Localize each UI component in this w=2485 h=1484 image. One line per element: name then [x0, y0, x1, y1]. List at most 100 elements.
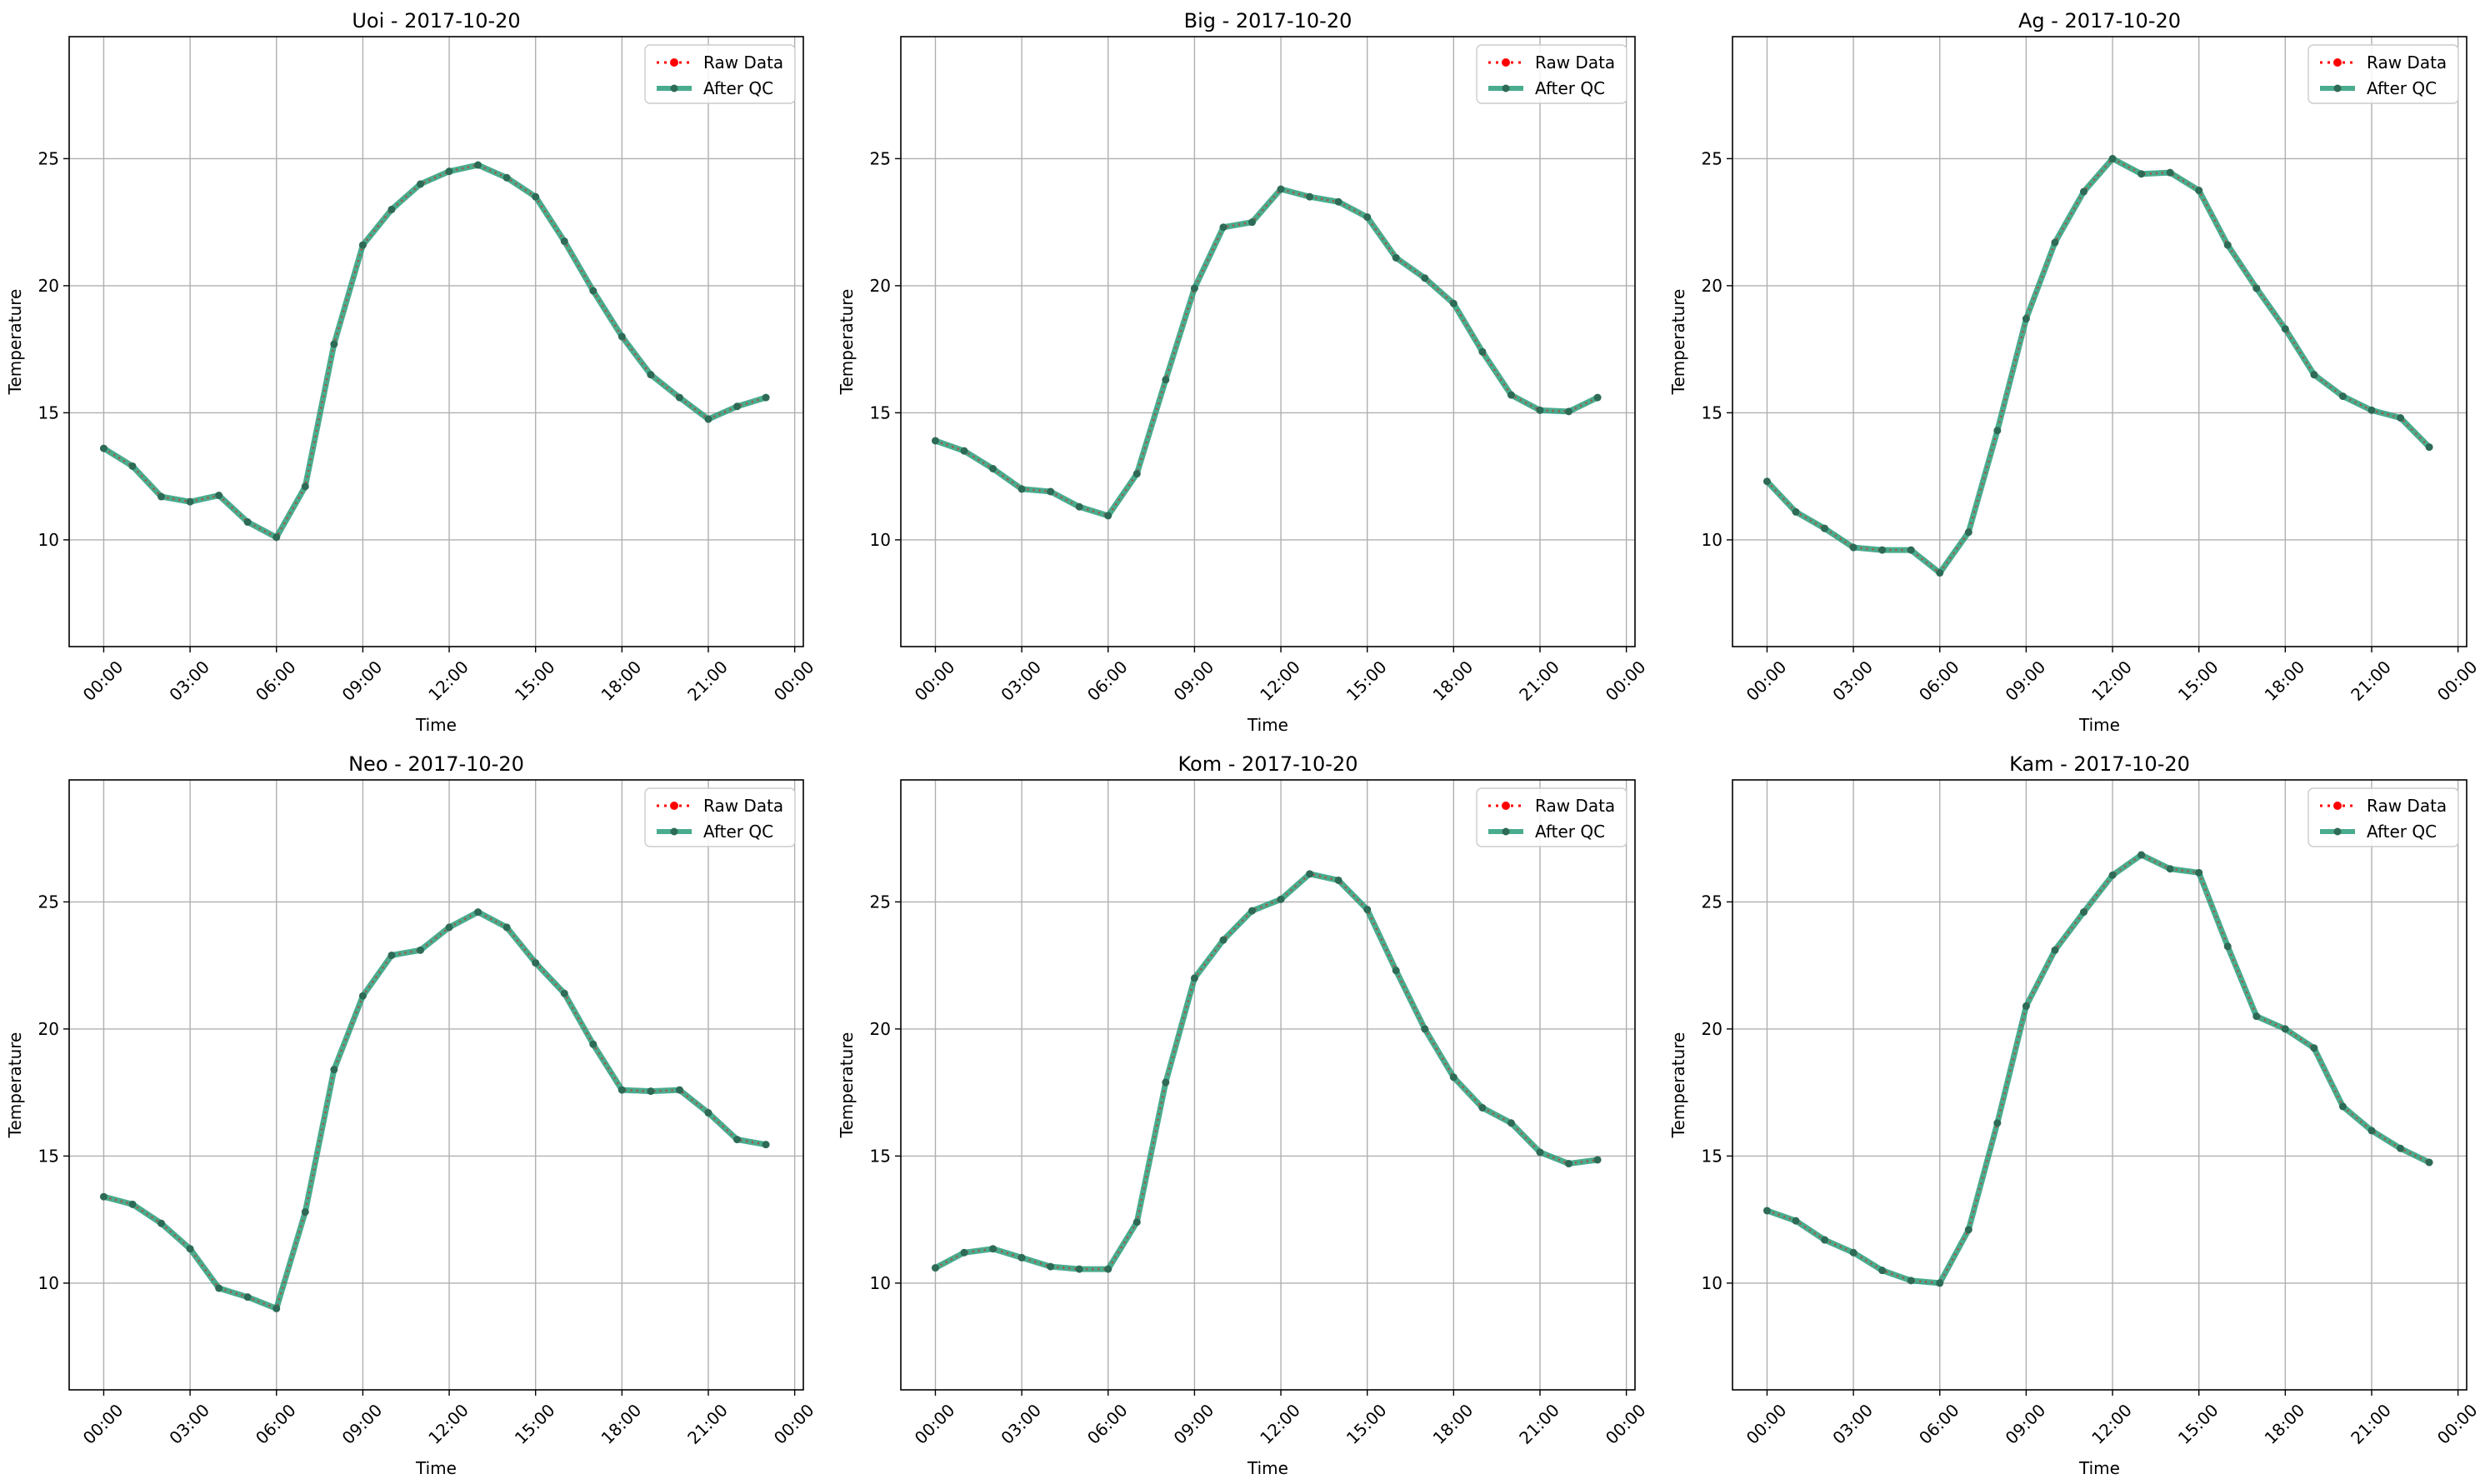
- legend: Raw Data After QC: [644, 787, 796, 847]
- data-point: [1219, 936, 1228, 944]
- x-tick-label: 00:00: [1602, 657, 1650, 705]
- data-point: [416, 946, 424, 954]
- data-point: [330, 1066, 338, 1074]
- chart-title: Neo - 2017-10-20: [348, 752, 524, 776]
- data-point: [1821, 524, 1829, 532]
- data-point: [1047, 487, 1055, 496]
- data-point: [1878, 546, 1887, 554]
- legend-qc-label: After QC: [2367, 78, 2437, 98]
- data-point: [1507, 391, 1515, 399]
- data-point: [2281, 325, 2289, 333]
- data-point: [2079, 908, 2088, 917]
- data-point: [2425, 443, 2433, 452]
- data-point: [2022, 1002, 2030, 1010]
- data-point: [1421, 1025, 1429, 1033]
- data-point: [445, 167, 453, 176]
- data-point: [243, 518, 252, 527]
- data-point: [989, 1245, 998, 1253]
- y-tick-label: 10: [870, 530, 891, 550]
- y-tick-label: 15: [870, 402, 891, 422]
- data-point: [1392, 967, 1400, 975]
- data-point: [502, 923, 511, 932]
- data-point: [1507, 1119, 1515, 1127]
- data-point: [675, 1086, 683, 1094]
- y-tick-label: 20: [1702, 1019, 1722, 1039]
- x-axis-label: Time: [2078, 1458, 2120, 1478]
- data-point: [1849, 1248, 1858, 1257]
- data-point: [2051, 946, 2059, 954]
- x-tick-label: 06:00: [1083, 1400, 1132, 1448]
- legend: Raw Data After QC: [2308, 787, 2459, 847]
- data-point: [2368, 406, 2376, 414]
- data-point: [1248, 907, 1256, 915]
- y-tick-label: 20: [38, 1019, 59, 1039]
- data-point: [1018, 485, 1026, 493]
- data-point: [272, 1304, 281, 1312]
- y-tick-label: 20: [38, 276, 59, 296]
- y-tick-label: 10: [38, 1273, 59, 1293]
- y-tick-label: 25: [1702, 892, 1722, 912]
- y-tick-label: 25: [38, 892, 59, 912]
- data-point: [2108, 871, 2117, 879]
- data-point: [2425, 1158, 2433, 1167]
- chart-panel-3: 00:00 03:00 06:00 09:00 12:00 15:00 18:00 21:00…: [5, 752, 818, 1478]
- data-point: [388, 205, 396, 213]
- x-tick-label: 00:00: [2433, 657, 2482, 705]
- data-point: [1248, 218, 1256, 227]
- x-tick-label: 09:00: [1170, 657, 1218, 705]
- data-point: [931, 437, 939, 445]
- data-point: [2338, 1102, 2347, 1111]
- y-tick-label: 20: [1702, 276, 1722, 296]
- legend: Raw Data After QC: [644, 44, 796, 104]
- x-tick-label: 18:00: [598, 657, 646, 705]
- x-tick-label: 03:00: [997, 1400, 1045, 1448]
- data-point: [647, 1087, 655, 1096]
- data-point: [2368, 1127, 2376, 1135]
- x-tick-label: 00:00: [1742, 1400, 1791, 1448]
- legend: Raw Data After QC: [2308, 44, 2459, 104]
- data-point: [1878, 1267, 1887, 1275]
- legend-qc-label: After QC: [703, 822, 773, 842]
- legend-qc-label: After QC: [2367, 822, 2437, 842]
- data-point: [330, 340, 338, 348]
- data-point: [388, 951, 396, 959]
- data-point: [1907, 1277, 1915, 1285]
- data-point: [301, 482, 309, 491]
- axes-frame: [1732, 36, 2468, 647]
- data-point: [158, 1219, 166, 1227]
- after-qc-line: [100, 909, 769, 1312]
- x-tick-label: 21:00: [683, 657, 732, 705]
- data-point: [243, 1293, 252, 1302]
- y-tick-label: 25: [870, 148, 891, 168]
- x-tick-label: 06:00: [1083, 657, 1132, 705]
- legend-raw-marker: [1502, 58, 1510, 67]
- data-point: [1907, 546, 1915, 554]
- data-point: [733, 402, 742, 411]
- data-point: [2223, 241, 2232, 249]
- legend-raw-marker: [670, 802, 678, 810]
- data-point: [532, 192, 540, 201]
- data-point: [618, 332, 626, 341]
- data-point: [704, 1109, 712, 1117]
- data-point: [2223, 942, 2232, 951]
- y-tick-label: 15: [1702, 1146, 1722, 1166]
- data-point: [1565, 1160, 1573, 1168]
- x-tick-label: 09:00: [338, 1400, 387, 1448]
- data-point: [675, 393, 683, 402]
- x-tick-label: 12:00: [1256, 1400, 1304, 1448]
- y-axis-label: Temperature: [837, 1032, 857, 1139]
- y-axis-label: Temperature: [837, 289, 857, 396]
- data-point: [1334, 197, 1342, 206]
- data-point: [960, 1248, 968, 1257]
- data-point: [1449, 299, 1458, 307]
- y-tick-label: 20: [870, 276, 891, 296]
- data-point: [99, 1192, 108, 1201]
- data-point: [733, 1136, 742, 1144]
- y-tick-label: 25: [38, 148, 59, 168]
- x-tick-label: 06:00: [252, 657, 300, 705]
- data-point: [1162, 376, 1170, 384]
- data-point: [532, 959, 540, 967]
- data-point: [2310, 1044, 2318, 1052]
- data-point: [704, 415, 712, 423]
